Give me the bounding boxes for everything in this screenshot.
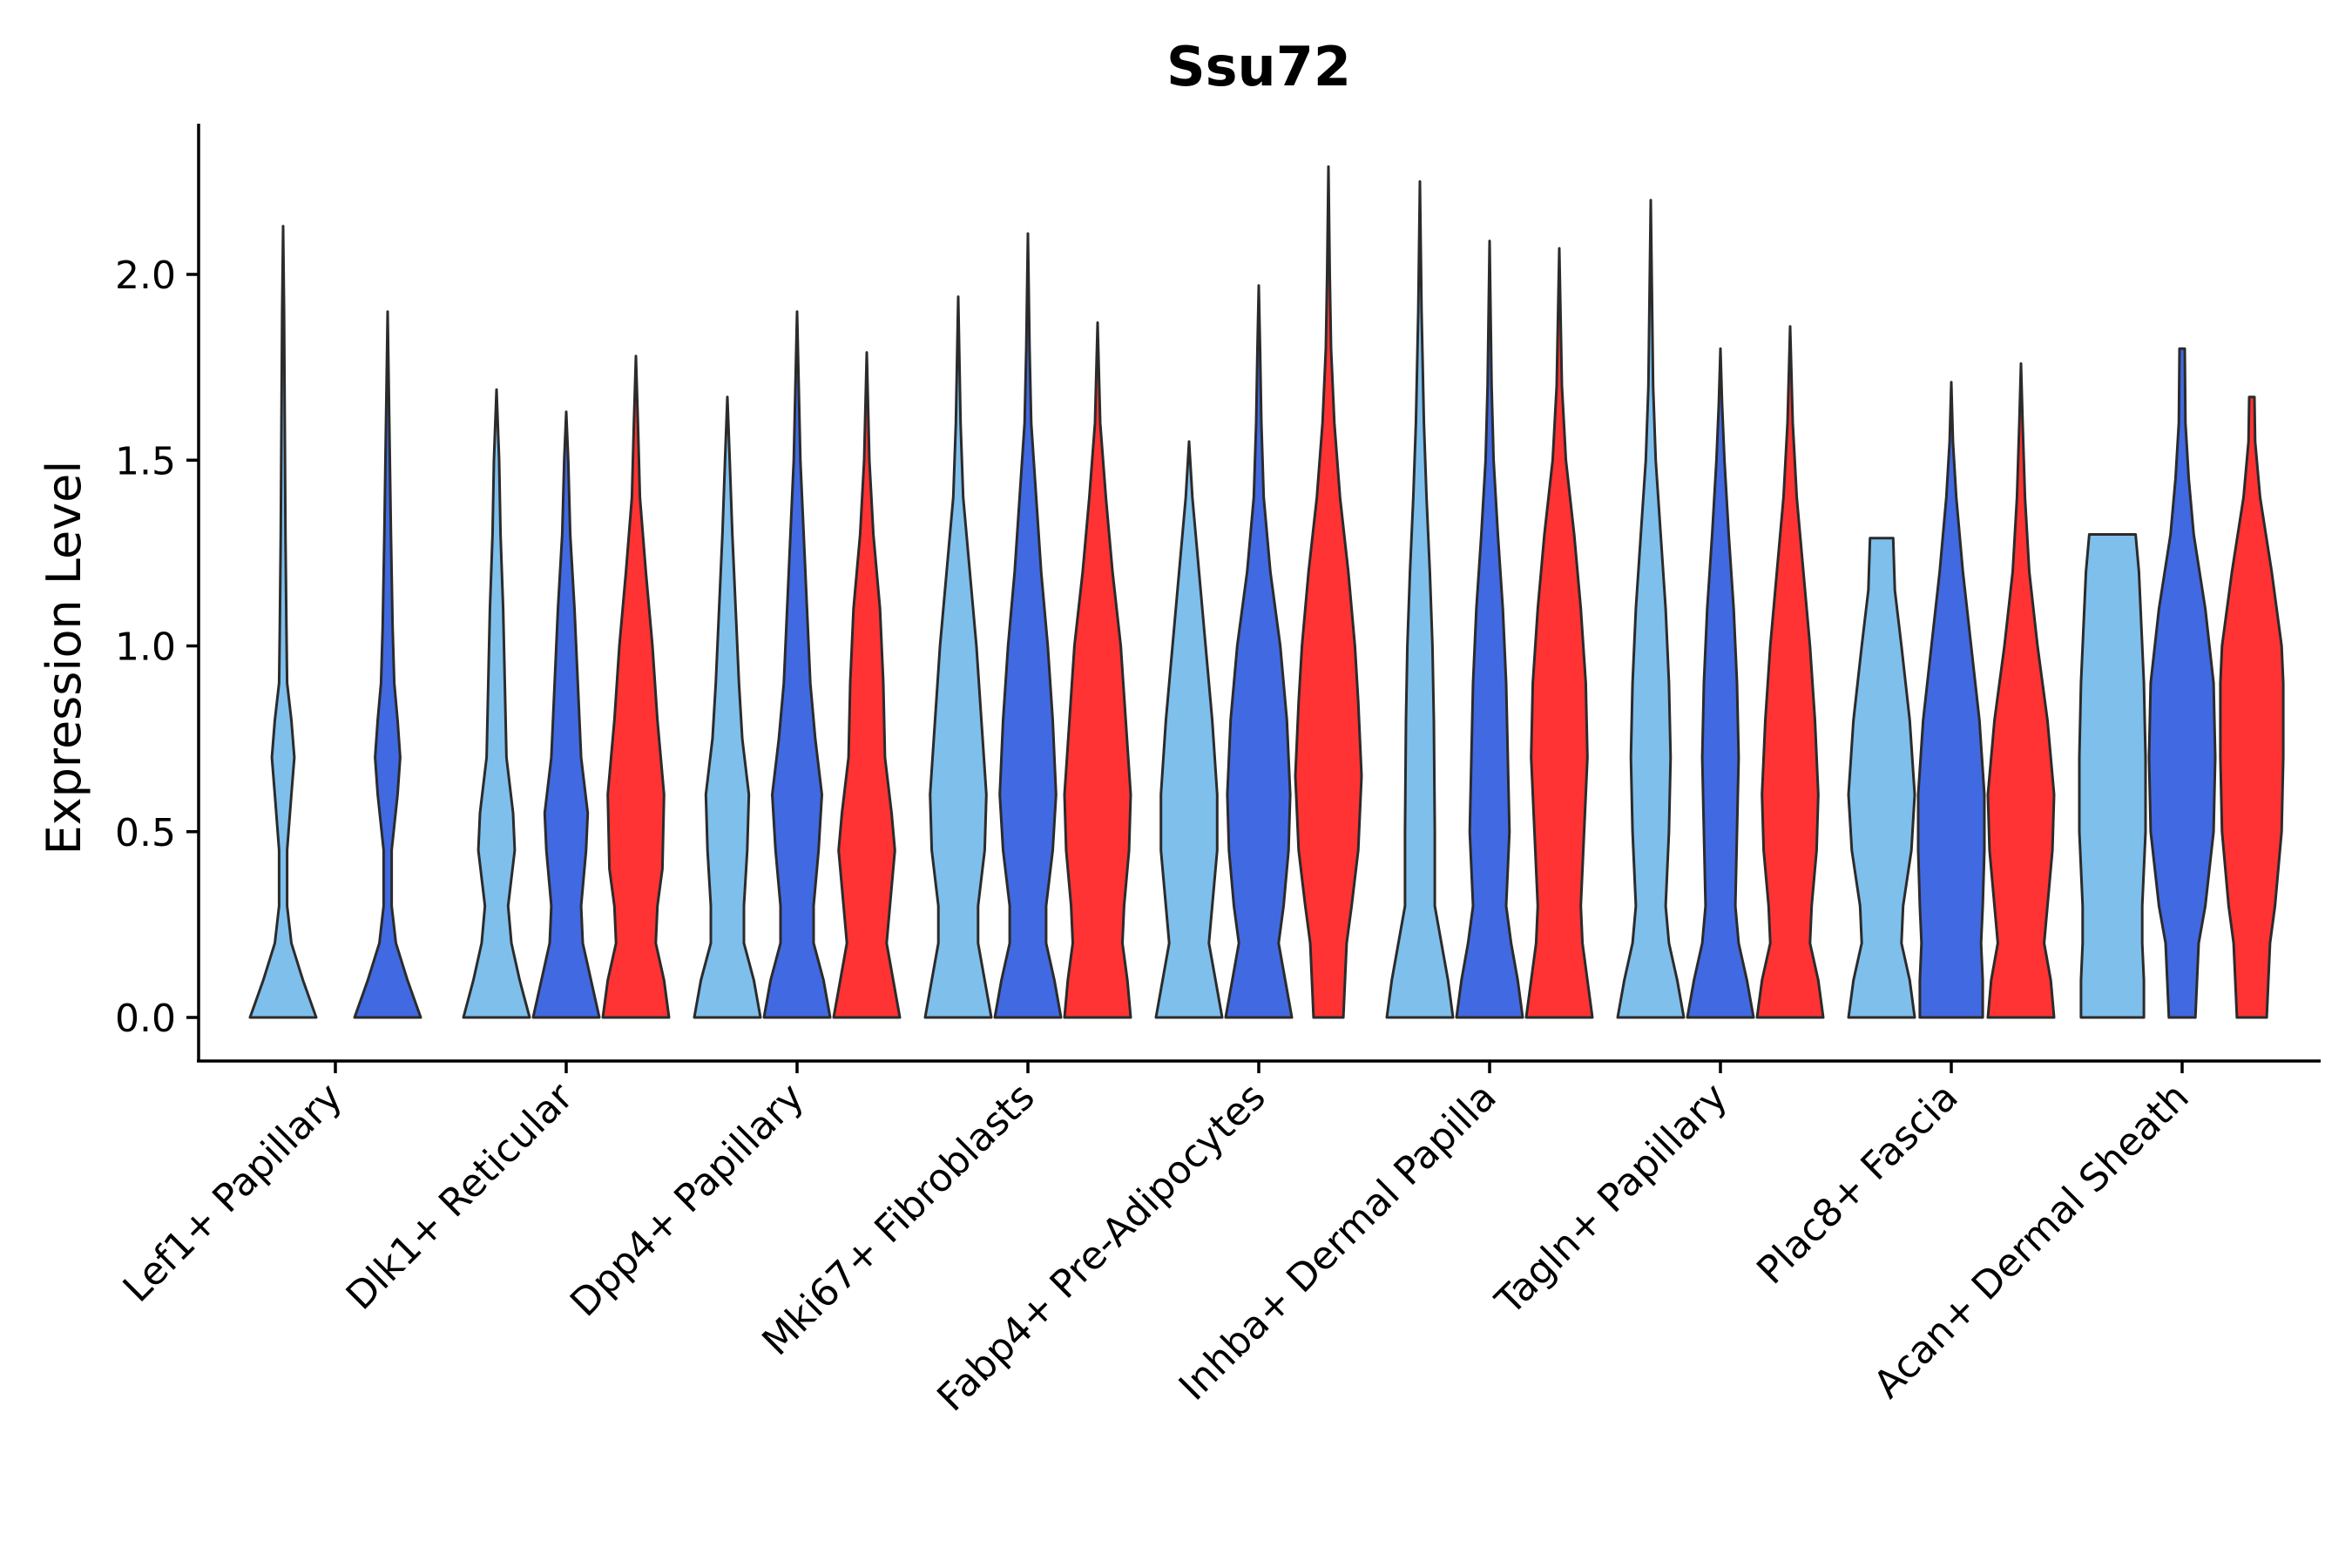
y-tick-label: 2.0	[115, 253, 176, 298]
violin-group1	[2078, 533, 2147, 1019]
violin-group1	[1847, 537, 1916, 1019]
violin-group1	[693, 395, 762, 1019]
chart-title: Ssu72	[1166, 35, 1351, 98]
violin-group1	[462, 388, 531, 1019]
x-tick-label: Dlk1+ Reticular	[338, 1074, 583, 1319]
violin-group2	[1916, 381, 1986, 1019]
violin-group2	[1224, 284, 1294, 1019]
y-tick-label: 0.0	[115, 997, 176, 1041]
violin-group3	[832, 351, 902, 1019]
violin-group1	[248, 225, 318, 1019]
violin-group2	[1455, 240, 1524, 1019]
violin-group3	[1986, 362, 2056, 1019]
violin-group2	[2147, 347, 2217, 1019]
y-axis-label: Expression Level	[37, 461, 91, 855]
violin-group3	[2219, 395, 2285, 1019]
violin-group2	[762, 310, 832, 1019]
violin-group3	[1755, 325, 1825, 1019]
y-tick-label: 1.5	[115, 439, 176, 483]
violin-group2	[993, 232, 1063, 1019]
y-tick-label: 0.5	[115, 811, 176, 855]
violin-group2	[531, 410, 601, 1019]
violin-group1	[1616, 199, 1686, 1019]
y-tick-label: 1.0	[115, 625, 176, 670]
violin-group3	[601, 355, 671, 1019]
violin-group2	[1686, 347, 1755, 1019]
violin-group1	[1154, 440, 1224, 1019]
violin-group1	[923, 295, 993, 1019]
violins-layer	[248, 165, 2285, 1019]
violin-group3	[1063, 321, 1132, 1019]
x-tick-label: Lef1+ Papillary	[115, 1075, 351, 1311]
violin-group3	[1294, 165, 1363, 1019]
y-ticks: 0.0 0.5 1.0 1.5 2.0	[115, 253, 199, 1041]
violin-group3	[1524, 247, 1594, 1019]
violin-group2	[353, 310, 422, 1019]
violin-group1	[1385, 179, 1455, 1019]
x-tick-label: Plac8+ Fascia	[1748, 1075, 1967, 1294]
x-tick-label: Tagln+ Papillary	[1487, 1075, 1736, 1324]
x-tick-label: Dpp4+ Papillary	[562, 1075, 813, 1326]
